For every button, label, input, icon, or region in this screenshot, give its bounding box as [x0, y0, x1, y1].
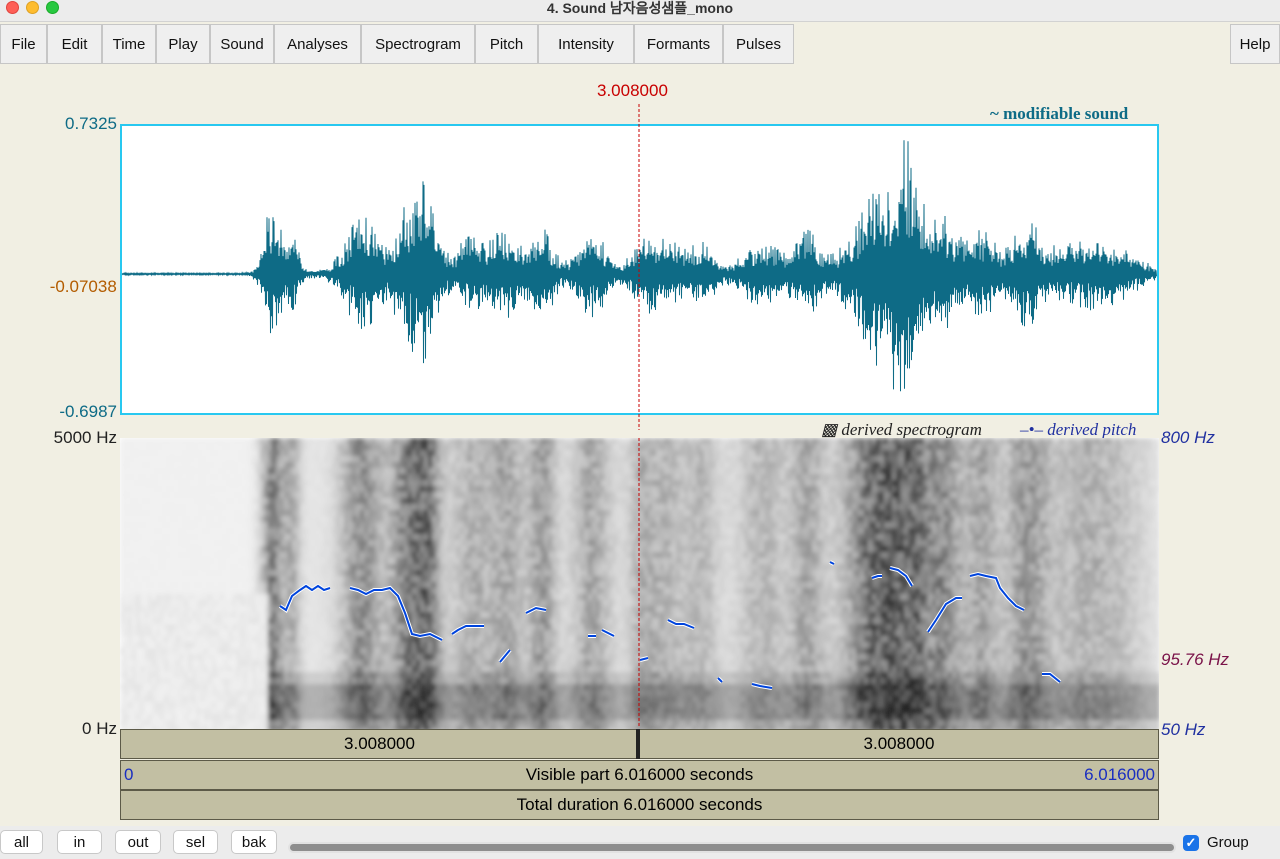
- total-duration-bar[interactable]: Total duration 6.016000 seconds: [120, 790, 1159, 820]
- menu-sound[interactable]: Sound: [210, 24, 274, 64]
- group-label: Group: [1207, 834, 1249, 851]
- spectrogram-freq-top-label: 5000 Hz: [53, 428, 117, 447]
- spectrogram-legend-icon: ▩: [821, 420, 838, 439]
- spectrogram-panel[interactable]: [120, 438, 1159, 729]
- visible-part-bar[interactable]: 0 Visible part 6.016000 seconds 6.016000: [120, 760, 1159, 790]
- waveform-ymax-label: 0.7325: [65, 114, 117, 133]
- zoom-sel-button[interactable]: sel: [173, 830, 218, 854]
- segment-left-label: 3.008000: [344, 734, 415, 753]
- menu-play[interactable]: Play: [156, 24, 210, 64]
- menu-spectrogram[interactable]: Spectrogram: [361, 24, 475, 64]
- pitch-top-label: 800 Hz: [1161, 428, 1215, 447]
- menu-analyses[interactable]: Analyses: [274, 24, 361, 64]
- menu-time[interactable]: Time: [102, 24, 156, 64]
- segment-right-label: 3.008000: [863, 734, 935, 753]
- waveform-ymin-label: -0.6987: [59, 402, 117, 421]
- scrollbar-thumb[interactable]: [290, 844, 1174, 851]
- spectrogram-freq-bottom-label: 0 Hz: [82, 719, 117, 738]
- cursor-marker: [636, 729, 640, 759]
- menu-intensity[interactable]: Intensity: [538, 24, 634, 64]
- cursor-line: [638, 104, 640, 728]
- waveform-ymid-label: -0.07038 –: [49, 277, 131, 296]
- menu-formants[interactable]: Formants: [634, 24, 723, 64]
- zoom-back-button[interactable]: bak: [231, 830, 277, 854]
- window-title: 4. Sound 남자음성샘플_mono: [546, 0, 734, 16]
- menu-edit[interactable]: Edit: [47, 24, 102, 64]
- menu-pitch[interactable]: Pitch: [475, 24, 538, 64]
- bottom-toolbar: all in out sel bak ✓ Group: [0, 826, 1280, 859]
- pitch-bottom-label: 50 Hz: [1161, 720, 1206, 739]
- menu-bar: File Edit Time Play Sound Analyses Spect…: [0, 22, 1280, 66]
- segment-left-bar[interactable]: 3.008000: [120, 729, 639, 759]
- waveform-name-label: ~ modifiable sound: [990, 104, 1129, 123]
- cursor-time-label: 3.008000: [597, 81, 668, 100]
- zoom-in-button[interactable]: in: [57, 830, 102, 854]
- visible-part-label: Visible part 6.016000 seconds: [525, 765, 754, 784]
- minimize-window-button[interactable]: [26, 1, 39, 14]
- total-duration-label: Total duration 6.016000 seconds: [516, 795, 763, 814]
- visible-end-label: 6.016000: [1084, 765, 1155, 784]
- pitch-legend-icon: –•–: [1020, 420, 1043, 439]
- title-bar: 4. Sound 남자음성샘플_mono: [0, 0, 1280, 22]
- pitch-mid-label: 95.76 Hz: [1161, 650, 1230, 669]
- horizontal-scrollbar[interactable]: [288, 842, 1176, 853]
- menu-file[interactable]: File: [0, 24, 47, 64]
- visible-start-label: 0: [124, 765, 134, 784]
- zoom-window-button[interactable]: [46, 1, 59, 14]
- segment-right-bar[interactable]: 3.008000: [639, 729, 1159, 759]
- close-window-button[interactable]: [6, 1, 19, 14]
- menu-pulses[interactable]: Pulses: [723, 24, 794, 64]
- menu-help[interactable]: Help: [1230, 24, 1280, 64]
- checkmark-icon: ✓: [1185, 835, 1197, 850]
- zoom-all-button[interactable]: all: [0, 830, 43, 854]
- spectrogram-energy: [120, 438, 1159, 729]
- spectrogram-legend: ▩ derived spectrogram: [821, 420, 982, 439]
- group-checkbox[interactable]: ✓: [1183, 835, 1199, 851]
- pitch-legend: –•– derived pitch: [1020, 420, 1137, 439]
- pitch-contour: [278, 560, 1062, 690]
- spectrogram-plot[interactable]: [120, 438, 1159, 729]
- zoom-out-button[interactable]: out: [115, 830, 161, 854]
